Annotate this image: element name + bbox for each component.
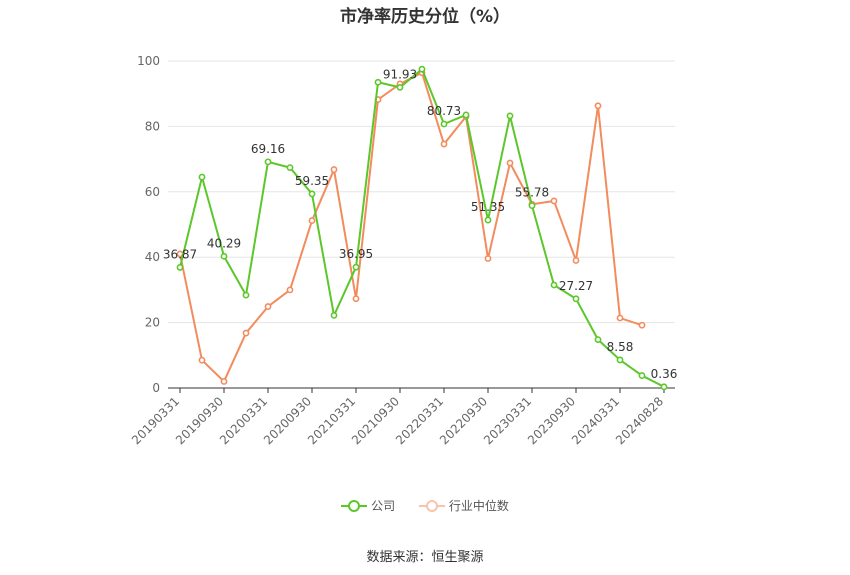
point-company-20201231 (330, 312, 338, 319)
point-industry-median-20231231 (594, 102, 602, 110)
point-company-20240630 (638, 372, 646, 379)
legend-swatch-company (341, 499, 368, 513)
data-label-layer: 36.87 40.29 69.16 59.35 36.95 91.93 80.73 51.35… (163, 67, 678, 380)
point-industry-median-20201231 (330, 166, 338, 173)
legend-label-industry-median: 行业中位数 (448, 499, 509, 513)
legend-label-company: 公司 (371, 499, 396, 513)
y-tick-label-20: 20 (145, 316, 160, 330)
point-company-20220930 (484, 216, 492, 224)
data-label-company-20190930: 40.29 (207, 236, 241, 250)
point-industry-median-20200630 (286, 286, 294, 294)
data-label-company-20240828: 0.36 (651, 367, 678, 381)
data-label-company-20220331: 80.73 (427, 104, 461, 118)
point-company-20240828 (660, 383, 668, 391)
y-tick-label-60: 60 (145, 185, 160, 199)
series-layer (176, 65, 668, 391)
point-industry-median-20220331 (440, 140, 448, 148)
point-company-20220331 (440, 120, 448, 128)
point-company-20190331 (176, 264, 184, 271)
series-line-industry-median (179, 71, 643, 383)
data-label-company-20200930: 59.35 (295, 174, 329, 188)
point-company-20200930 (308, 190, 316, 198)
data-label-company-20240331: 8.58 (607, 340, 634, 354)
axis-layer: 0204060801002019033120190930202003312020… (129, 54, 675, 447)
point-industry-median-20240630 (638, 321, 646, 329)
point-company-20211231 (418, 65, 426, 73)
point-company-20221231 (506, 112, 514, 120)
point-company-20191231 (242, 291, 250, 299)
y-tick-label-80: 80 (145, 119, 160, 133)
point-industry-median-20220930 (484, 255, 492, 262)
point-company-20210930 (396, 83, 404, 91)
point-industry-median-20200331 (264, 303, 272, 310)
legend-item-company[interactable]: 公司 (341, 497, 395, 514)
point-industry-median-20190630 (198, 356, 206, 364)
point-industry-median-20221231 (506, 159, 514, 167)
data-label-company-20220930: 51.35 (471, 200, 505, 214)
data-label-company-20210930: 91.93 (383, 67, 417, 81)
data-label-company-20190331: 36.87 (163, 247, 197, 261)
point-company-20230630 (550, 281, 558, 289)
point-company-20210331 (352, 263, 360, 271)
point-industry-median-20190930 (220, 378, 228, 385)
point-industry-median-20210331 (352, 295, 360, 303)
point-company-20230930 (572, 295, 580, 303)
point-company-20200331 (264, 158, 272, 166)
point-company-20190630 (198, 173, 206, 181)
point-company-20200630 (286, 164, 294, 172)
point-company-20240331 (616, 356, 624, 364)
point-company-20220630 (462, 111, 470, 119)
grid-layer (168, 60, 675, 324)
series-line-company (179, 68, 665, 388)
point-industry-median-20230930 (572, 257, 580, 264)
point-company-20231231 (594, 336, 602, 344)
point-industry-median-20200930 (308, 217, 316, 224)
source-note: 数据来源：恒生聚源 (366, 550, 484, 565)
x-tick-label-20240828: 20240828 (613, 394, 666, 447)
legend-item-industry-median[interactable]: 行业中位数 (418, 497, 509, 514)
legend: 公司 行业中位数 (0, 497, 850, 516)
y-tick-label-0: 0 (152, 381, 160, 395)
data-label-company-20200331: 69.16 (251, 142, 285, 156)
point-company-20190930 (220, 252, 228, 260)
point-industry-median-20240331 (616, 314, 624, 322)
y-tick-label-40: 40 (145, 250, 160, 264)
point-company-20210630 (374, 78, 382, 86)
data-label-company-20210331: 36.95 (339, 247, 373, 261)
legend-swatch-industry-median (418, 499, 445, 513)
point-industry-median-20230630 (550, 197, 558, 205)
point-company-20230331 (528, 202, 536, 209)
y-tick-label-100: 100 (137, 54, 160, 68)
chart-title: 市净率历史分位（%） (339, 7, 511, 27)
data-label-company-20230331: 55.78 (515, 186, 549, 200)
point-industry-median-20191231 (242, 329, 250, 337)
data-label-company-20230930: 27.27 (559, 279, 593, 293)
